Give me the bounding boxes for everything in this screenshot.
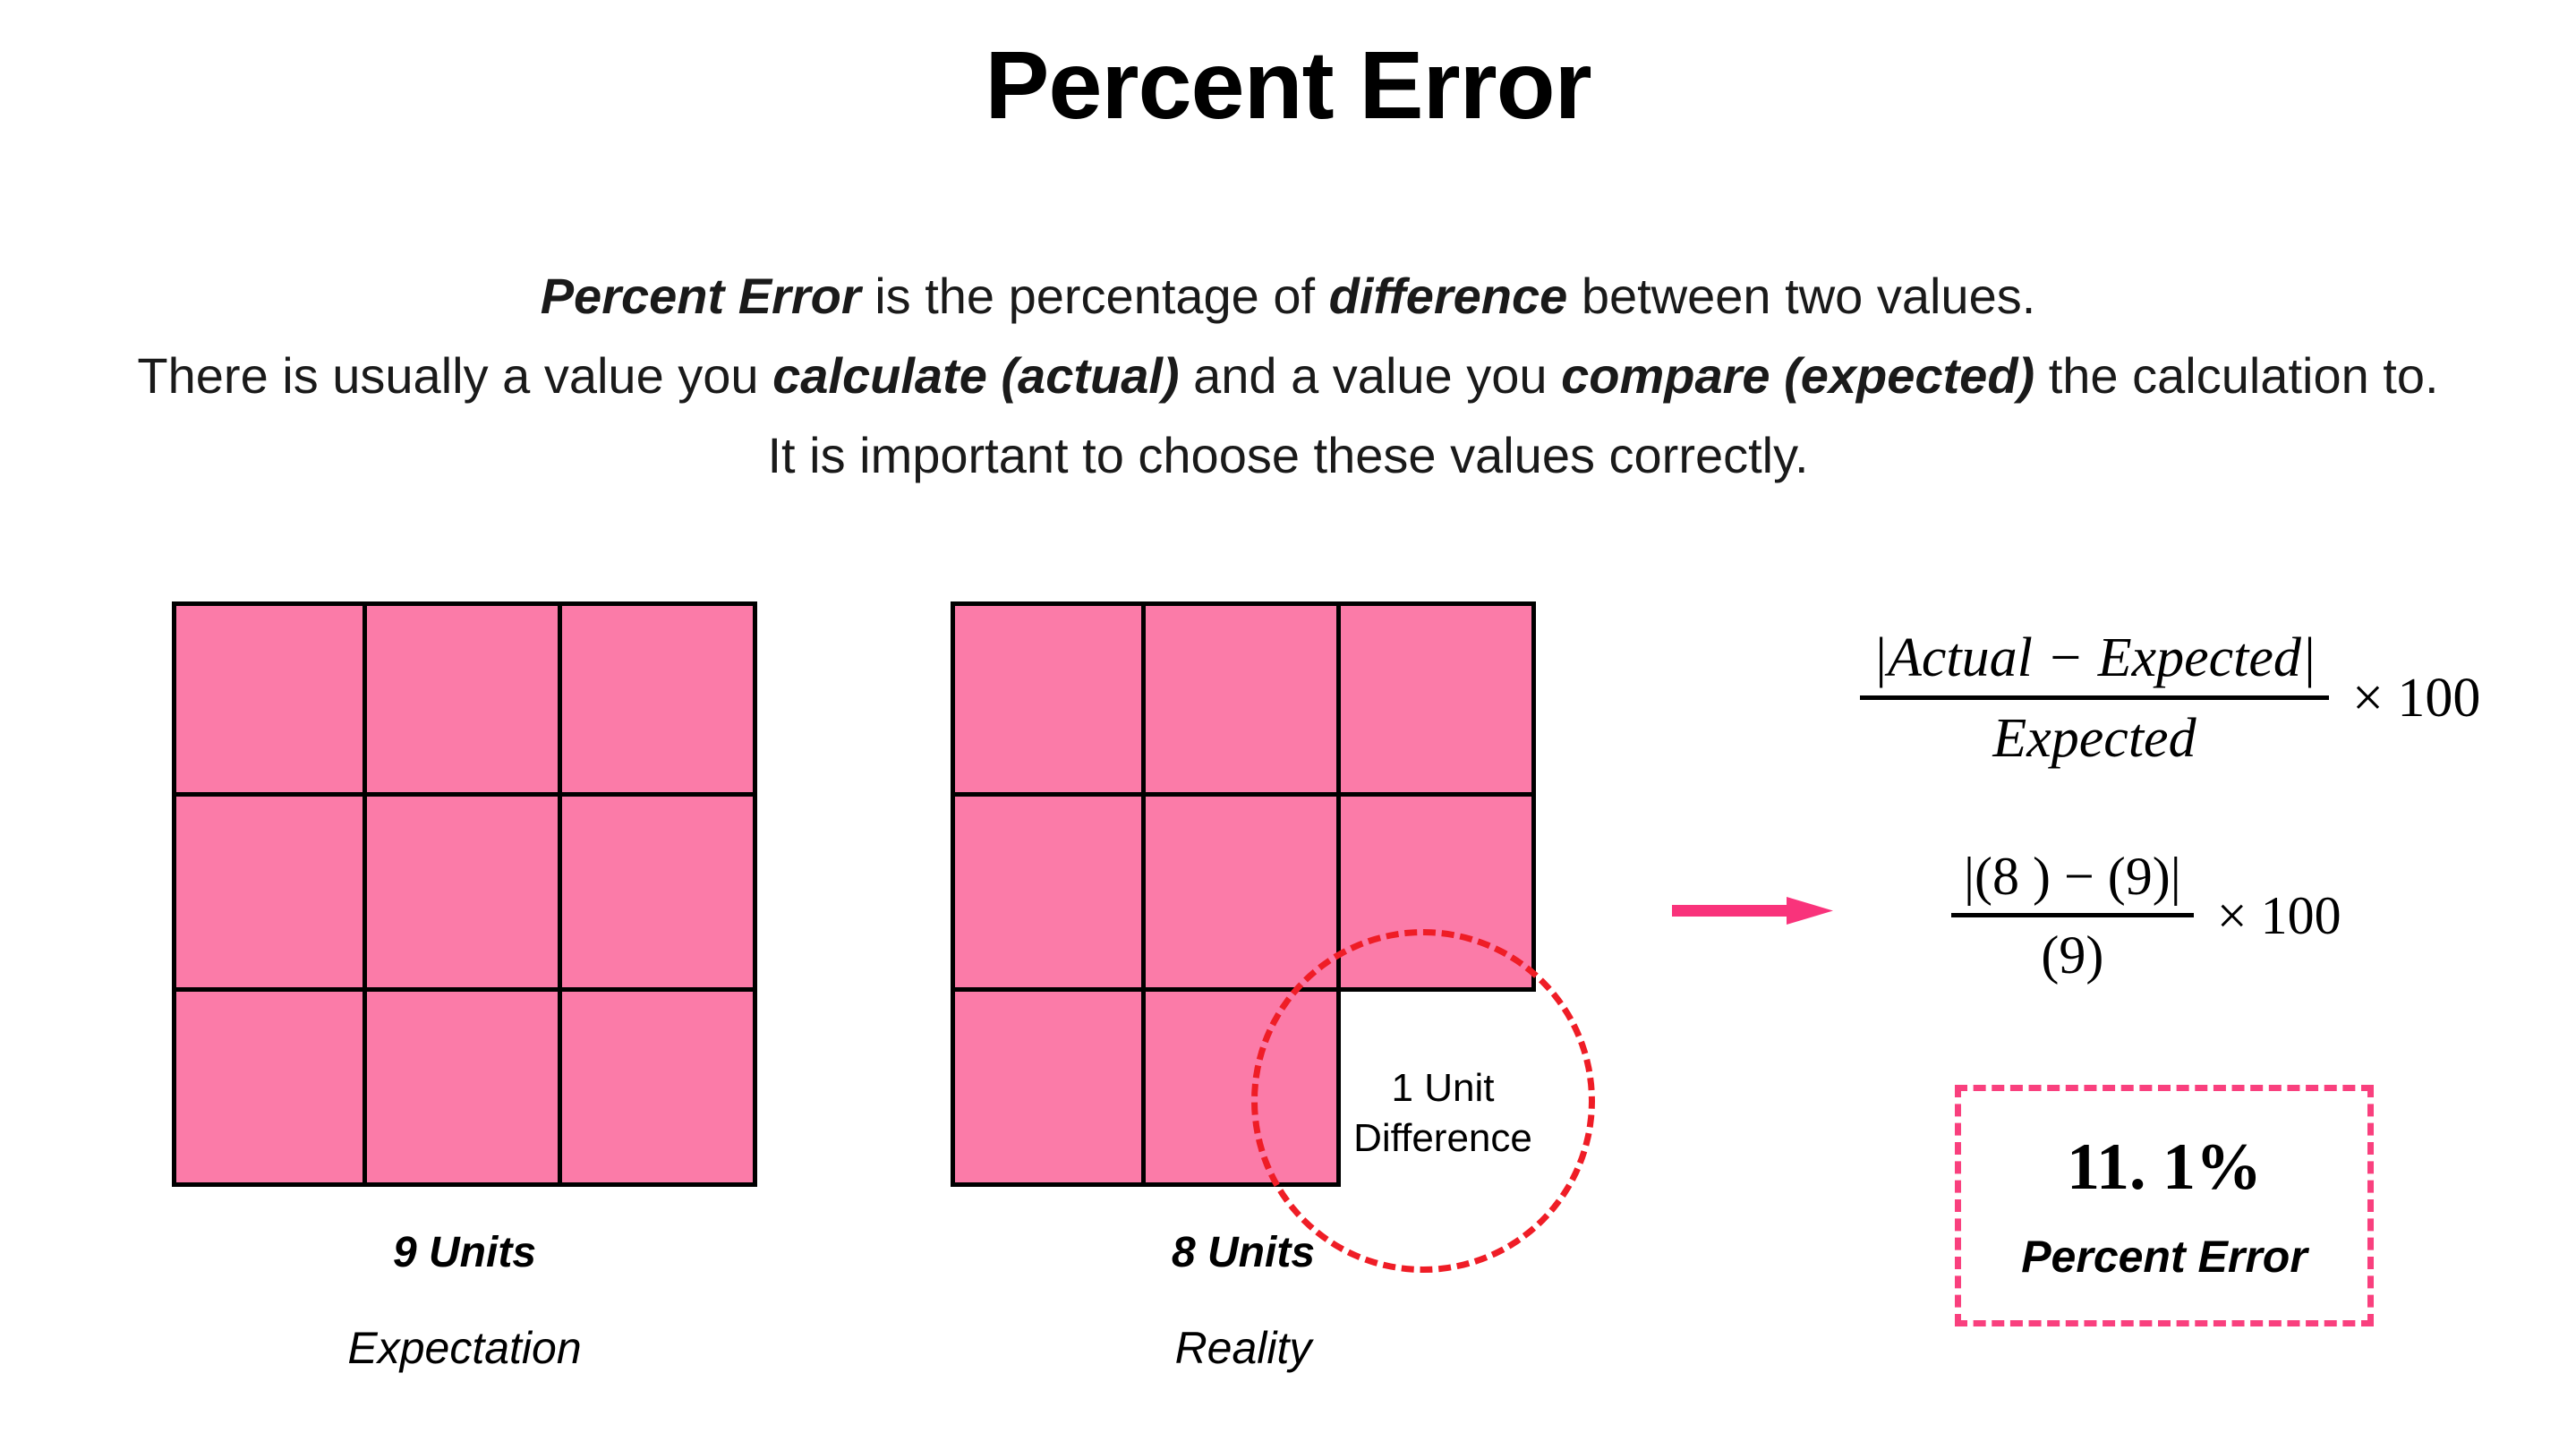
difference-callout-label: 1 Unit Difference xyxy=(1340,1063,1546,1164)
difference-label-line-2: Difference xyxy=(1353,1116,1532,1160)
difference-label-line-1: 1 Unit xyxy=(1391,1066,1495,1110)
intro-paragraph: Percent Error is the percentage of diffe… xyxy=(0,256,2576,495)
intro-text-2e: the calculation to. xyxy=(2034,347,2439,404)
expectation-figure: 9 Units Expectation xyxy=(172,601,757,1373)
unit-cell xyxy=(1341,601,1536,797)
unit-cell xyxy=(367,797,562,992)
unit-cell xyxy=(1146,992,1341,1187)
intro-line-3: It is important to choose these values c… xyxy=(0,415,2576,495)
numeric-formula-multiplier: × 100 xyxy=(2216,886,2341,945)
unit-cell xyxy=(562,992,757,1187)
general-formula-denominator: Expected xyxy=(1992,708,2196,769)
intro-line-1: Percent Error is the percentage of diffe… xyxy=(0,256,2576,336)
intro-term-difference: difference xyxy=(1328,268,1568,324)
unit-cell xyxy=(1341,797,1536,992)
reality-caption: 8 Units xyxy=(1171,1229,1316,1276)
general-formula-fraction: |Actual − Expected| Expected xyxy=(1860,627,2329,771)
general-formula: |Actual − Expected| Expected × 100 xyxy=(1860,627,2480,771)
unit-cell xyxy=(951,992,1146,1187)
intro-text-1b: is the percentage of xyxy=(860,268,1329,324)
intro-line-2: There is usually a value you calculate (… xyxy=(0,336,2576,415)
general-formula-multiplier: × 100 xyxy=(2351,668,2481,729)
result-value: 11. 1% xyxy=(2067,1130,2262,1204)
reality-grid xyxy=(951,601,1536,1187)
expectation-caption: 9 Units xyxy=(392,1229,537,1276)
unit-cell xyxy=(562,601,757,797)
numeric-formula: |(8 ) − (9)| (9) × 100 xyxy=(1951,846,2341,986)
page-title: Percent Error xyxy=(985,30,1591,139)
expectation-grid xyxy=(172,601,757,1187)
unit-cell xyxy=(367,992,562,1187)
right-arrow-icon xyxy=(1672,897,1833,925)
intro-text-2c: and a value you xyxy=(1179,347,1562,404)
intro-term-calculate-actual: calculate (actual) xyxy=(772,347,1180,404)
numeric-formula-numerator: |(8 ) − (9)| xyxy=(1951,846,2194,917)
result-box: 11. 1% Percent Error xyxy=(1955,1085,2374,1326)
unit-cell xyxy=(1146,797,1341,992)
general-formula-numerator: |Actual − Expected| xyxy=(1860,627,2329,700)
expectation-subcaption: Expectation xyxy=(347,1323,582,1373)
numeric-formula-fraction: |(8 ) − (9)| (9) xyxy=(1951,846,2194,986)
result-label: Percent Error xyxy=(2021,1231,2307,1282)
intro-text-3a: It is important to choose these values c… xyxy=(767,427,1809,483)
unit-cell xyxy=(172,992,367,1187)
unit-cell xyxy=(172,797,367,992)
unit-cell xyxy=(172,601,367,797)
intro-text-1d: between two values. xyxy=(1567,268,2036,324)
intro-term-compare-expected: compare (expected) xyxy=(1561,347,2035,404)
reality-subcaption: Reality xyxy=(1174,1323,1312,1373)
unit-cell xyxy=(367,601,562,797)
reality-figure: 8 Units Reality xyxy=(951,601,1536,1373)
unit-cell xyxy=(1146,601,1341,797)
unit-cell xyxy=(951,797,1146,992)
unit-cell xyxy=(562,797,757,992)
numeric-formula-denominator: (9) xyxy=(2041,925,2104,985)
intro-text-2a: There is usually a value you xyxy=(137,347,773,404)
intro-term-percent-error: Percent Error xyxy=(540,268,861,324)
unit-cell xyxy=(951,601,1146,797)
